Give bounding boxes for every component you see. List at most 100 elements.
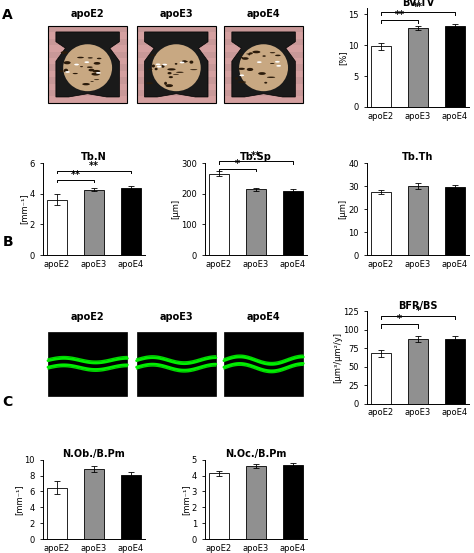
Text: **: ** xyxy=(89,161,99,171)
Ellipse shape xyxy=(252,51,260,53)
Bar xyxy=(137,65,216,71)
Title: Tb.N: Tb.N xyxy=(81,152,107,162)
Y-axis label: [mm⁻¹]: [mm⁻¹] xyxy=(14,484,23,515)
Ellipse shape xyxy=(270,63,274,64)
Bar xyxy=(137,26,216,103)
Ellipse shape xyxy=(164,82,167,85)
Bar xyxy=(246,189,265,255)
Y-axis label: [%]: [%] xyxy=(338,50,347,65)
Ellipse shape xyxy=(157,66,162,67)
Text: C: C xyxy=(2,395,13,409)
Bar xyxy=(48,332,128,396)
Bar xyxy=(84,190,103,255)
Bar xyxy=(137,45,216,51)
Text: **: ** xyxy=(71,170,81,180)
Ellipse shape xyxy=(155,64,160,65)
Bar xyxy=(224,96,303,103)
Ellipse shape xyxy=(73,73,78,74)
Bar xyxy=(48,39,128,45)
Ellipse shape xyxy=(146,82,153,84)
Y-axis label: [μm³/μm²/y]: [μm³/μm²/y] xyxy=(333,332,342,383)
Bar xyxy=(48,45,128,51)
Ellipse shape xyxy=(267,77,275,78)
Text: B: B xyxy=(2,235,13,249)
Bar xyxy=(137,90,216,96)
Text: apoE3: apoE3 xyxy=(159,9,193,19)
Bar xyxy=(283,465,302,539)
Bar xyxy=(224,84,303,90)
Text: apoE2: apoE2 xyxy=(71,312,104,322)
Title: Tb.Sp: Tb.Sp xyxy=(240,152,272,162)
Bar xyxy=(137,33,216,39)
Ellipse shape xyxy=(60,70,63,72)
Ellipse shape xyxy=(161,65,164,68)
Ellipse shape xyxy=(87,66,93,68)
Ellipse shape xyxy=(167,68,176,70)
Bar xyxy=(409,28,428,107)
Text: apoE3: apoE3 xyxy=(159,312,193,322)
Ellipse shape xyxy=(239,44,288,91)
Bar xyxy=(48,33,128,39)
Ellipse shape xyxy=(165,84,173,87)
Ellipse shape xyxy=(238,81,246,83)
Bar xyxy=(48,71,128,77)
Ellipse shape xyxy=(264,82,267,84)
Ellipse shape xyxy=(63,44,112,91)
Text: **: ** xyxy=(251,151,261,161)
Ellipse shape xyxy=(190,69,197,70)
Bar xyxy=(48,65,128,71)
Bar xyxy=(283,191,302,255)
Ellipse shape xyxy=(92,70,100,72)
Bar xyxy=(224,58,303,65)
Title: Tb.Th: Tb.Th xyxy=(402,152,434,162)
Y-axis label: [μm]: [μm] xyxy=(338,199,347,219)
Ellipse shape xyxy=(74,64,79,65)
Y-axis label: [μm]: [μm] xyxy=(171,199,180,219)
Ellipse shape xyxy=(61,51,68,54)
Ellipse shape xyxy=(239,54,243,55)
Text: apoE4: apoE4 xyxy=(247,312,281,322)
Bar xyxy=(371,192,391,255)
Bar xyxy=(409,186,428,255)
Bar xyxy=(48,26,128,103)
Text: *: * xyxy=(397,314,402,324)
Title: BV/TV: BV/TV xyxy=(402,0,434,8)
Bar xyxy=(210,473,228,539)
Bar xyxy=(137,26,216,33)
Bar xyxy=(446,338,465,404)
Bar xyxy=(137,96,216,103)
Ellipse shape xyxy=(155,68,158,70)
Bar xyxy=(137,84,216,90)
Bar xyxy=(47,488,66,539)
Bar xyxy=(224,39,303,45)
Bar xyxy=(224,45,303,51)
Ellipse shape xyxy=(242,57,249,60)
Polygon shape xyxy=(232,32,295,97)
Title: N.Ob./B.Pm: N.Ob./B.Pm xyxy=(63,449,125,459)
Bar xyxy=(224,332,303,396)
Bar xyxy=(48,90,128,96)
Ellipse shape xyxy=(91,81,94,82)
Bar xyxy=(137,26,216,103)
Bar xyxy=(409,340,428,404)
Bar xyxy=(48,58,128,65)
Text: apoE4: apoE4 xyxy=(247,9,281,19)
Bar xyxy=(224,26,303,33)
Bar xyxy=(210,174,228,255)
Ellipse shape xyxy=(94,79,99,80)
Bar xyxy=(224,77,303,84)
Ellipse shape xyxy=(150,54,155,56)
Text: *: * xyxy=(416,306,420,316)
Bar xyxy=(224,71,303,77)
Y-axis label: [mm⁻¹]: [mm⁻¹] xyxy=(181,484,190,515)
Ellipse shape xyxy=(152,44,201,91)
Ellipse shape xyxy=(65,71,70,73)
Bar xyxy=(48,96,128,103)
Bar xyxy=(48,84,128,90)
Y-axis label: [mm⁻¹]: [mm⁻¹] xyxy=(19,194,28,225)
Polygon shape xyxy=(145,32,208,97)
Ellipse shape xyxy=(88,57,93,59)
Bar xyxy=(224,65,303,71)
Ellipse shape xyxy=(257,61,262,63)
Bar xyxy=(446,187,465,255)
